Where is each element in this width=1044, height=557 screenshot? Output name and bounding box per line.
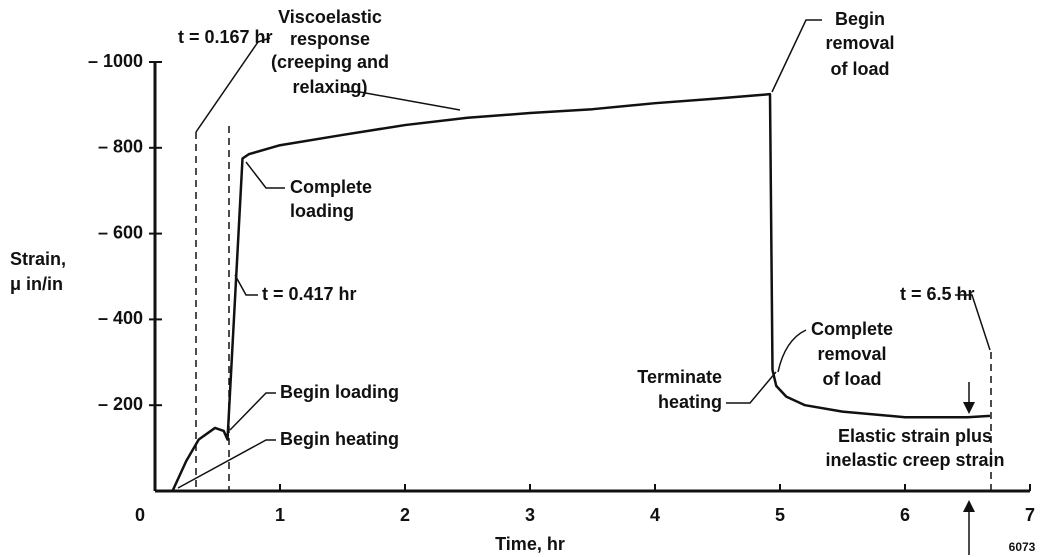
- annotation: removal: [817, 344, 886, 364]
- annotation: Begin heating: [280, 429, 399, 449]
- leader: [177, 439, 276, 489]
- leader: [229, 392, 276, 431]
- annotation: loading: [290, 201, 354, 221]
- annotation: removal: [825, 33, 894, 53]
- annotation: t = 6.5 hr: [900, 284, 975, 304]
- y-axis-label: Strain,: [10, 249, 66, 269]
- leader: [341, 90, 461, 111]
- leader: [955, 294, 991, 351]
- leader: [234, 274, 258, 296]
- y-tick-label: – 400: [98, 308, 143, 328]
- annotation: of load: [823, 369, 882, 389]
- x-axis-label: Time, hr: [495, 534, 565, 554]
- annotation: Complete: [290, 177, 372, 197]
- y-tick-label: – 800: [98, 137, 143, 157]
- annotation: of load: [831, 59, 890, 79]
- leader: [195, 37, 271, 133]
- annotation: Complete: [811, 319, 893, 339]
- x-tick-label: 7: [1025, 505, 1035, 525]
- y-tick-label: – 600: [98, 222, 143, 242]
- x-tick-label: 2: [400, 505, 410, 525]
- y-tick-label: – 1000: [88, 51, 143, 71]
- leader: [726, 371, 777, 404]
- data-line: [171, 92, 991, 492]
- x-tick-label: 3: [525, 505, 535, 525]
- x-tick-label: 4: [650, 505, 660, 525]
- figure-number: 6073: [1009, 540, 1036, 554]
- annotation: heating: [658, 392, 722, 412]
- leader: [245, 161, 285, 189]
- annotation: Terminate: [637, 367, 722, 387]
- annotation: response: [290, 29, 370, 49]
- annotation: Begin loading: [280, 382, 399, 402]
- arrow-head: [963, 402, 975, 414]
- x-tick-label: 6: [900, 505, 910, 525]
- x-tick-label: 5: [775, 505, 785, 525]
- annotation: Elastic strain plus: [838, 426, 992, 446]
- annotation: Begin: [835, 9, 885, 29]
- annotation: t = 0.167 hr: [178, 27, 273, 47]
- annotation: relaxing): [292, 77, 367, 97]
- annotation: (creeping and: [271, 52, 389, 72]
- leader: [771, 19, 822, 93]
- annotation: inelastic creep strain: [825, 450, 1004, 470]
- x-tick-label: 0: [135, 505, 145, 525]
- arrow-head: [963, 500, 975, 512]
- y-tick-label: – 200: [98, 394, 143, 414]
- leader: [777, 329, 807, 373]
- annotation: t = 0.417 hr: [262, 284, 357, 304]
- y-axis-label: μ in/in: [10, 274, 63, 294]
- x-tick-label: 1: [275, 505, 285, 525]
- annotation: Viscoelastic: [278, 7, 382, 27]
